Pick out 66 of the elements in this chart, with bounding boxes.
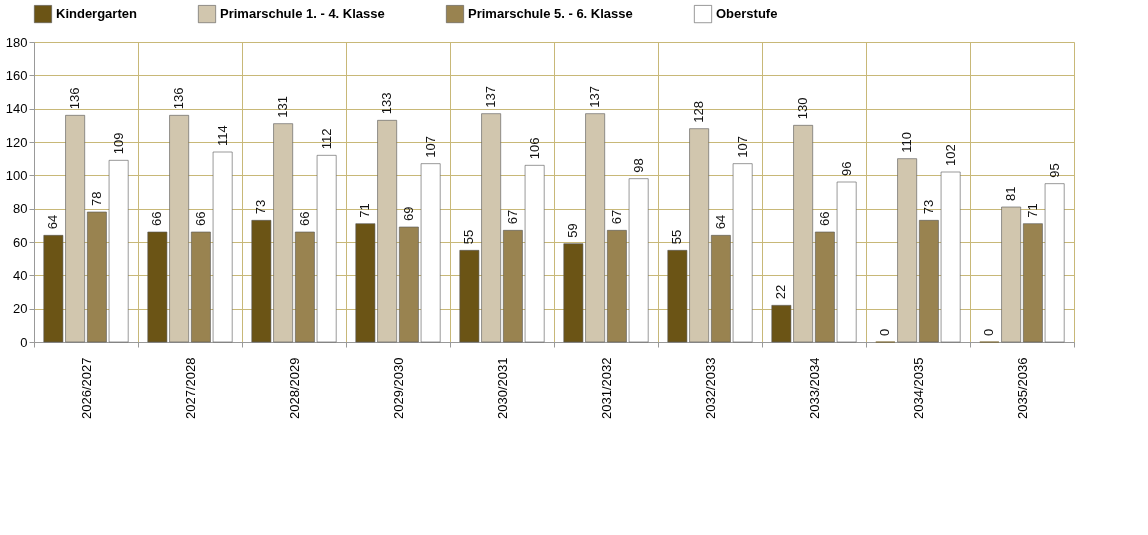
data-label: 102 bbox=[942, 144, 958, 166]
y-tick-label: 180 bbox=[5, 34, 28, 50]
data-label: 78 bbox=[88, 191, 104, 206]
data-label: 69 bbox=[400, 206, 416, 221]
data-label: 137 bbox=[483, 85, 499, 108]
x-tick-label: 2033/2034 bbox=[806, 357, 822, 419]
data-label: 55 bbox=[461, 229, 477, 245]
y-tick-label: 120 bbox=[5, 134, 28, 150]
data-label: 137 bbox=[587, 85, 603, 108]
data-label: 0 bbox=[877, 328, 893, 336]
data-label: 130 bbox=[795, 97, 811, 120]
x-tick-label: 2029/2030 bbox=[390, 357, 406, 419]
x-tick-label: 2032/2033 bbox=[702, 357, 718, 419]
x-tick-label: 2028/2029 bbox=[286, 357, 302, 419]
data-label: 73 bbox=[920, 199, 936, 215]
data-label: 109 bbox=[110, 132, 126, 155]
y-tick-label: 40 bbox=[13, 267, 28, 283]
data-label: 136 bbox=[171, 87, 187, 110]
data-label: 136 bbox=[67, 87, 83, 110]
x-tick-label: 2035/2036 bbox=[1014, 357, 1030, 419]
data-label: 64 bbox=[45, 214, 61, 230]
data-label: 22 bbox=[773, 284, 789, 300]
data-label: 67 bbox=[608, 209, 624, 225]
legend-label: Primarschule 5. - 6. Klasse bbox=[468, 6, 633, 22]
legend-label: Oberstufe bbox=[716, 6, 778, 22]
data-label: 71 bbox=[357, 203, 373, 218]
legend-label: Primarschule 1. - 4. Klasse bbox=[220, 6, 385, 22]
x-tick-label: 2034/2035 bbox=[910, 357, 926, 419]
data-label: 110 bbox=[899, 131, 915, 153]
x-tick-label: 2031/2032 bbox=[598, 357, 614, 419]
y-tick-label: 0 bbox=[20, 334, 28, 350]
x-tick-label: 2027/2028 bbox=[182, 357, 198, 419]
data-label: 81 bbox=[1003, 186, 1019, 201]
y-tick-label: 140 bbox=[5, 101, 28, 117]
data-label: 59 bbox=[565, 223, 581, 238]
y-tick-label: 100 bbox=[5, 167, 28, 183]
data-label: 96 bbox=[838, 161, 854, 176]
y-tick-label: 80 bbox=[13, 201, 28, 217]
y-tick-label: 60 bbox=[13, 234, 28, 250]
data-label: 64 bbox=[712, 214, 728, 230]
data-label: 95 bbox=[1046, 163, 1062, 178]
data-label: 73 bbox=[253, 199, 269, 215]
data-label: 128 bbox=[691, 100, 707, 123]
data-label: 67 bbox=[504, 209, 520, 225]
y-tick-label: 160 bbox=[5, 67, 28, 83]
data-label: 107 bbox=[422, 135, 438, 158]
data-label: 133 bbox=[379, 92, 395, 115]
data-label: 71 bbox=[1024, 203, 1040, 218]
y-tick-label: 20 bbox=[13, 301, 28, 317]
data-label: 66 bbox=[192, 211, 208, 226]
data-label: 106 bbox=[526, 137, 542, 160]
data-label: 114 bbox=[214, 125, 230, 146]
x-tick-label: 2026/2027 bbox=[78, 357, 94, 419]
bar bbox=[1001, 206, 1021, 343]
x-tick-label: 2030/2031 bbox=[494, 357, 510, 419]
data-label: 112 bbox=[318, 128, 334, 150]
bar bbox=[897, 158, 917, 343]
data-label: 131 bbox=[275, 95, 291, 118]
data-label: 0 bbox=[981, 328, 997, 336]
data-label: 66 bbox=[816, 211, 832, 226]
data-label: 66 bbox=[149, 211, 165, 226]
legend-label: Kindergarten bbox=[56, 6, 137, 22]
data-label: 55 bbox=[669, 229, 685, 245]
data-label: 107 bbox=[734, 135, 750, 158]
data-label: 66 bbox=[296, 211, 312, 226]
data-label: 98 bbox=[630, 158, 646, 173]
